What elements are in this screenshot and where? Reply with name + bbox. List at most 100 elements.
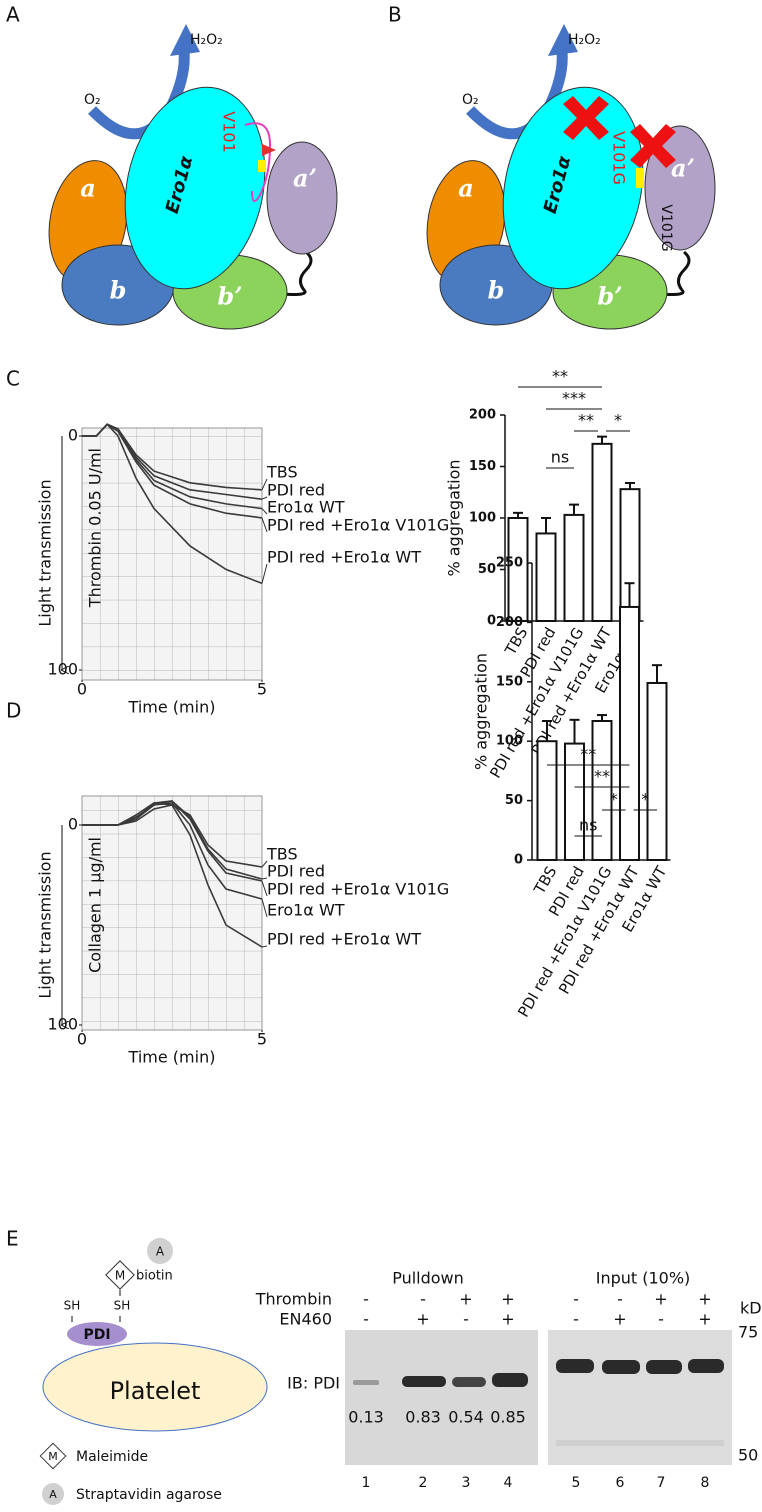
residue-label: V101G [610,131,629,185]
panel-e-diagram: Platelet PDI SH SH M biotin A M Maleimid… [39,1238,268,1505]
panel-label: E [6,1227,19,1251]
trace [82,802,263,948]
domain-label: a [458,174,474,203]
leader [261,945,268,948]
domain-label: b’ [597,282,622,311]
group-label: Input (10%) [596,1269,691,1288]
leader [261,496,268,500]
y-tick-label: 100 [469,511,496,526]
streptavidin-symbol: A [156,1245,165,1259]
y-axis-label: % aggregation [445,459,464,576]
bar [591,442,613,622]
diagram-b: H₂O₂ O₂ a b b’ a’ Ero1α V101G V101G [426,24,716,330]
y-axis-label: Light transmission [36,479,55,626]
leader [261,877,268,880]
annotation: Collagen 1 μg/ml [86,837,105,973]
bar [646,681,668,861]
x-tick-label: 0 [77,680,87,699]
x-axis-label: Time (min) [128,1048,216,1067]
significance-label: ** [552,367,568,386]
quantity: 0.83 [405,1408,441,1427]
y-tick-label: 100 [47,1015,78,1034]
domain-label: b [488,276,505,305]
biotin-label: biotin [136,1269,173,1284]
panel-label: B [388,3,402,27]
marker-label: 75 [738,1323,758,1342]
ero1 [124,86,266,290]
mutation-label: V101G [658,204,674,251]
domain-label: a’ [293,164,317,193]
legend-label: Ero1α WT [267,498,345,517]
bar [619,605,640,861]
leader [261,898,268,918]
legend-label: PDI red +Ero1α WT [267,930,421,949]
legend-symbol: A [49,1488,57,1501]
lane-number: 3 [462,1475,471,1491]
legend-label: PDI red +Ero1α V101G [267,516,449,535]
leader [261,508,268,515]
domain-label: b’ [217,282,242,311]
lane-number: 4 [504,1475,513,1491]
product: H₂O₂ [190,32,223,48]
sign: - [658,1310,664,1329]
lane-number: 2 [419,1475,428,1491]
cell-label: Platelet [110,1377,201,1405]
substrate: O₂ [462,92,479,108]
x-tick-label: 0 [77,1030,87,1049]
residue-label: V101 [220,111,239,152]
y-tick-label: 200 [496,615,523,630]
significance-label: ns [579,816,597,835]
plot-area [81,427,263,681]
y-tick-label: 0 [514,853,523,868]
legend-label: PDI red +Ero1α WT [267,548,421,567]
sign: - [617,1290,623,1309]
y-tick-label: 100 [47,660,78,679]
y-tick-label: 100 [496,734,523,749]
y-tick-label: 50 [478,562,496,577]
unit-label: kDa [740,1299,762,1318]
sign: + [501,1310,514,1329]
sign: + [654,1290,667,1309]
quantity: 0.13 [348,1408,384,1427]
bar [536,740,558,862]
trace [82,423,263,585]
legend-text: Maleimide [76,1449,148,1465]
legend-label: PDI red [267,862,325,881]
significance-label: * [610,790,618,809]
arrow-head [170,24,200,56]
panel-label: A [6,3,20,27]
protein-label: PDI [83,1327,110,1343]
bar [507,517,529,622]
maleimide-symbol: M [115,1269,125,1283]
legend-label: PDI red +Ero1α V101G [267,880,449,899]
annotation: Thrombin 0.05 U/ml [86,448,105,608]
y-tick-label: 150 [469,459,496,474]
legend-text: Straptavidin agarose [76,1487,222,1503]
panel-label: C [6,367,20,391]
x-tick-label: 5 [257,1030,267,1049]
lane-number: 6 [616,1475,625,1491]
sign: - [420,1290,426,1309]
significance-label: *** [562,389,586,408]
y-axis-label: % aggregation [472,653,491,770]
antibody-label: IB: PDI [287,1374,340,1393]
y-tick-label: 0 [487,614,496,629]
sign: - [363,1310,369,1329]
quantity: 0.85 [490,1408,526,1427]
legend-label: PDI red [267,481,325,500]
sign: + [698,1310,711,1329]
lane-number: 8 [701,1475,710,1491]
bar [564,742,585,861]
bar [591,720,613,862]
product: H₂O₂ [568,32,601,48]
domain-label: a [80,174,96,203]
y-tick-label: 50 [505,793,523,808]
y-tick-label: 150 [496,674,523,689]
significance-label: ** [594,767,610,786]
bar [535,532,557,623]
significance-label: ** [578,411,594,430]
plot-area [81,795,263,1031]
domain-label: b [110,276,127,305]
lane-number: 1 [362,1475,371,1491]
